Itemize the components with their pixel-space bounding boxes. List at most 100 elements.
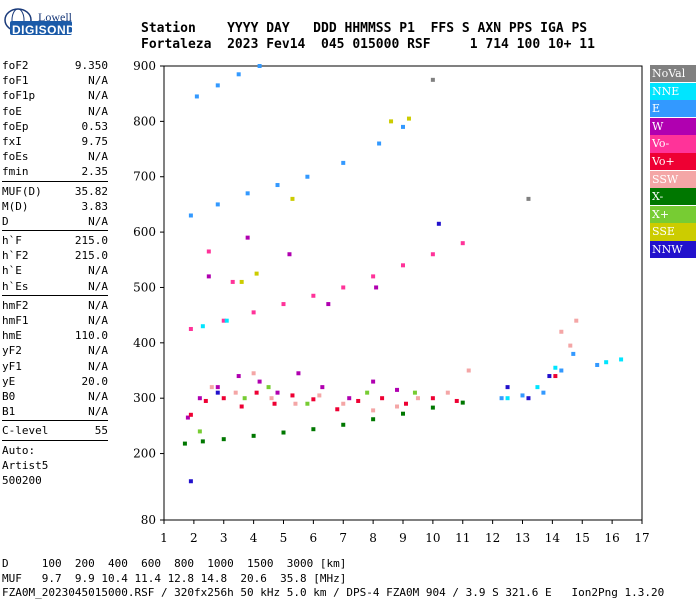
echo-point (305, 174, 310, 179)
legend-item: NoVal (650, 65, 696, 83)
param-name: h`F2 (2, 249, 29, 263)
echo-point (242, 396, 247, 401)
param-name: h`E (2, 264, 22, 278)
echo-point (505, 385, 510, 390)
echo-point (454, 398, 459, 403)
legend-item: Vo- (650, 135, 696, 153)
echo-point (526, 396, 531, 401)
echo-point (380, 396, 385, 401)
param-row: M(D) 3.83 (2, 199, 108, 214)
x-tick-label: 4 (250, 531, 258, 545)
param-row: B0 N/A (2, 389, 108, 404)
echo-point (287, 252, 292, 257)
echo-point (401, 124, 405, 129)
x-tick-label: 12 (485, 531, 500, 545)
param-name: foE (2, 104, 22, 118)
param-row: foF2 9.350 (2, 58, 108, 73)
param-value: N/A (88, 314, 108, 327)
echo-point (326, 302, 331, 307)
param-name: h`F (2, 234, 22, 248)
echo-point (341, 401, 346, 406)
param-row: MUF(D) 35.82 (2, 184, 108, 199)
logo-lowell-text: Lowell (38, 10, 72, 24)
param-row: fmin 2.35 (2, 164, 108, 179)
param-name: yE (2, 374, 16, 388)
echo-point (221, 396, 226, 401)
echo-point (436, 221, 441, 226)
param-value: N/A (88, 150, 108, 164)
echo-point (505, 396, 510, 401)
param-name: foEp (2, 119, 29, 133)
logo-graphic (4, 8, 72, 35)
x-tick-label: 11 (455, 531, 470, 545)
echo-point (200, 439, 205, 444)
echo-point (215, 83, 220, 88)
autoscaler-name: Artist5 (2, 458, 49, 472)
x-tick-label: 5 (280, 531, 288, 545)
param-name: MUF(D) (2, 184, 42, 198)
echo-point (188, 412, 193, 417)
param-group-critical-freq: foF2 9.350 foF1 N/A foF1p N/A foE N/A foEp 0.53 fx… (2, 58, 108, 180)
echo-point (254, 390, 259, 395)
echo-point (188, 326, 193, 331)
echo-point (317, 393, 322, 398)
auto-label: Auto: (2, 443, 36, 457)
echo-point (221, 437, 226, 442)
echo-point (535, 385, 540, 390)
y-tick-label: 80 (141, 513, 156, 527)
echo-point (403, 401, 408, 406)
echo-point (406, 116, 411, 121)
echo-point (341, 422, 346, 427)
param-name: h`Es (2, 279, 29, 293)
echo-point (209, 385, 214, 390)
param-name: foF1 (2, 74, 29, 88)
param-name: B1 (2, 405, 16, 419)
param-row: foEp 0.53 (2, 119, 108, 134)
echo-point (281, 302, 286, 307)
param-value: N/A (88, 389, 108, 403)
param-name: C-level (2, 424, 49, 438)
echo-point (305, 401, 310, 406)
echo-point (499, 396, 504, 401)
param-value: N/A (88, 359, 108, 373)
x-tick-label: 6 (310, 531, 318, 545)
legend-item: X- (650, 188, 696, 206)
autoscaler-version: 500200 (2, 473, 42, 487)
echo-point (281, 430, 286, 435)
param-value: 0.53 (81, 119, 109, 133)
echo-point (311, 397, 316, 402)
echo-point (311, 427, 316, 432)
legend-item: W (650, 117, 696, 136)
legend: NoVal NNE E W Vo- Vo+ SSW X- X+ SSE NNW (650, 65, 696, 259)
param-name: yF1 (2, 359, 22, 373)
echo-point (574, 318, 579, 323)
echo-point (526, 196, 531, 201)
echo-point (466, 368, 471, 373)
echo-point (197, 429, 202, 434)
y-tick-label: 400 (133, 336, 156, 350)
echo-point (389, 119, 394, 124)
echo-point (430, 396, 435, 401)
param-row: h`F2 215.0 (2, 248, 108, 263)
echo-point (257, 379, 262, 384)
param-row: h`E N/A (2, 263, 108, 278)
echo-point (224, 318, 229, 323)
y-tick-label: 200 (133, 447, 156, 461)
x-axis: 1 2 3 4 5 6 7 8 9 10 11 12 13 14 15 16 17 (160, 520, 650, 545)
echo-point (194, 94, 199, 99)
param-row: fxI 9.75 (2, 134, 108, 149)
x-tick-label: 2 (190, 531, 198, 545)
param-row: h`F 215.0 (2, 233, 108, 248)
echo-point (293, 401, 298, 406)
echo-point (619, 357, 624, 362)
echo-traces (182, 64, 624, 484)
param-value: 9.350 (74, 59, 108, 72)
param-row: foEs N/A (2, 149, 108, 164)
echo-point (371, 274, 376, 279)
echo-point (182, 441, 187, 446)
param-value: 215.0 (74, 249, 108, 263)
echo-point (356, 398, 361, 403)
echo-point (269, 396, 274, 401)
echo-point (553, 374, 558, 379)
param-row: yF2 N/A (2, 343, 108, 358)
